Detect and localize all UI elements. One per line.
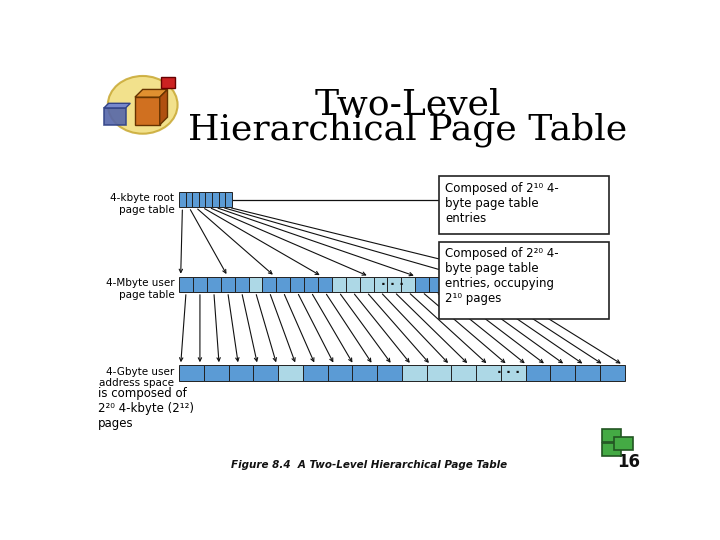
Bar [253, 365, 278, 381]
Text: Composed of 2¹⁰ 4-
byte page table
entries: Composed of 2¹⁰ 4- byte page table entri… [445, 182, 559, 225]
Polygon shape [104, 103, 130, 108]
Bar [526, 365, 551, 381]
Bar [199, 192, 205, 207]
Bar [207, 276, 221, 292]
Bar [179, 276, 193, 292]
Text: · · ·: · · · [498, 366, 521, 379]
Bar [332, 276, 346, 292]
Bar [401, 276, 415, 292]
Bar [193, 276, 207, 292]
Bar [551, 365, 575, 381]
Text: · · ·: · · · [381, 278, 404, 291]
Bar [276, 276, 290, 292]
Bar [304, 276, 318, 292]
Bar [438, 242, 609, 319]
Bar [485, 276, 498, 292]
Bar [229, 365, 253, 381]
Bar [328, 365, 352, 381]
Bar [248, 276, 262, 292]
Text: is composed of
2²⁰ 4-kbyte (2¹²)
pages: is composed of 2²⁰ 4-kbyte (2¹²) pages [98, 387, 194, 430]
Bar [427, 365, 451, 381]
Text: 16: 16 [617, 454, 640, 471]
Bar [179, 365, 204, 381]
Text: Figure 8.4  A Two-Level Hierarchical Page Table: Figure 8.4 A Two-Level Hierarchical Page… [231, 460, 507, 470]
Bar [204, 365, 229, 381]
Bar [374, 276, 387, 292]
Bar [415, 276, 429, 292]
Bar [104, 108, 126, 125]
Bar [456, 276, 471, 292]
Polygon shape [135, 90, 168, 97]
Bar [352, 365, 377, 381]
Bar [235, 276, 248, 292]
Bar [278, 365, 303, 381]
Bar [192, 192, 199, 207]
Text: Composed of 2²⁰ 4-
byte page table
entries, occupying
2¹⁰ pages: Composed of 2²⁰ 4- byte page table entri… [445, 247, 559, 305]
Bar [377, 365, 402, 381]
Bar [600, 365, 625, 381]
Bar [471, 276, 485, 292]
Bar [614, 437, 632, 450]
Bar [429, 276, 443, 292]
Bar [225, 192, 232, 207]
Bar [498, 276, 513, 292]
Text: 4-Mbyte user
page table: 4-Mbyte user page table [106, 278, 174, 300]
Bar [602, 443, 621, 456]
Bar [262, 276, 276, 292]
Bar [179, 192, 186, 207]
Bar [186, 192, 192, 207]
Text: Hierarchical Page Table: Hierarchical Page Table [188, 112, 627, 147]
Bar [221, 276, 235, 292]
Bar [346, 276, 359, 292]
Text: 4-kbyte root
page table: 4-kbyte root page table [110, 193, 174, 215]
Bar [303, 365, 328, 381]
Bar [318, 276, 332, 292]
Bar [575, 365, 600, 381]
Ellipse shape [108, 76, 178, 134]
Text: 4-Gbyte user
address space: 4-Gbyte user address space [99, 367, 174, 388]
Bar [135, 97, 160, 125]
Bar [205, 192, 212, 207]
Bar [219, 192, 225, 207]
Bar [476, 365, 501, 381]
Bar [359, 276, 374, 292]
Text: Two-Level: Two-Level [315, 88, 501, 122]
Bar [602, 429, 621, 442]
Bar [438, 177, 609, 234]
Bar [451, 365, 476, 381]
Bar [161, 77, 175, 88]
Bar [290, 276, 304, 292]
Polygon shape [160, 90, 168, 125]
Bar [501, 365, 526, 381]
Bar [387, 276, 401, 292]
Bar [212, 192, 219, 207]
Bar [443, 276, 456, 292]
Bar [402, 365, 427, 381]
